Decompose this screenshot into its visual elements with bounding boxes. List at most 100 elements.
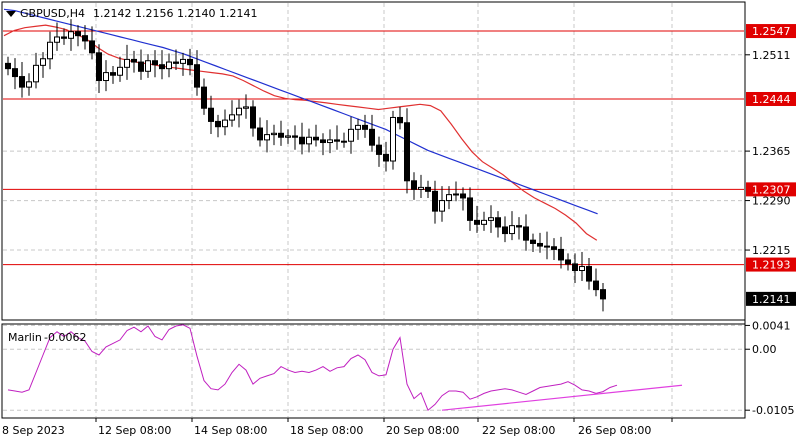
candle-body[interactable] <box>278 132 284 138</box>
marlin-line <box>7 324 618 412</box>
candle-body[interactable] <box>467 197 473 221</box>
candle-body[interactable] <box>383 153 389 162</box>
candle-body[interactable] <box>551 246 557 250</box>
candle-body[interactable] <box>439 200 445 212</box>
candles[interactable] <box>5 19 606 312</box>
candle-body[interactable] <box>432 190 438 212</box>
candle-body[interactable] <box>138 61 144 72</box>
candle-body[interactable] <box>600 289 606 300</box>
candle-body[interactable] <box>292 135 298 138</box>
candle-body[interactable] <box>474 219 480 225</box>
indicator-panel[interactable] <box>1 323 746 419</box>
candle-body[interactable] <box>131 58 137 63</box>
candle-body[interactable] <box>222 119 228 128</box>
symbol-label: GBPUSD,H4 <box>20 7 85 20</box>
dropdown-triangle-icon[interactable] <box>6 11 16 17</box>
candle-body[interactable] <box>558 248 564 261</box>
candle-body[interactable] <box>96 52 102 82</box>
candle-body[interactable] <box>418 186 424 190</box>
candle-body[interactable] <box>390 116 396 162</box>
candle-body[interactable] <box>12 68 18 78</box>
candle-body[interactable] <box>355 124 361 130</box>
candle-body[interactable] <box>516 225 522 228</box>
candle-body[interactable] <box>215 120 221 128</box>
candle-body[interactable] <box>117 66 123 76</box>
candle-body[interactable] <box>236 107 242 116</box>
candle-body[interactable] <box>495 217 501 228</box>
candle-body[interactable] <box>68 31 74 39</box>
candle-body[interactable] <box>376 144 382 155</box>
candle-body[interactable] <box>453 193 459 196</box>
time-tick-label: 22 Sep 08:00 <box>482 424 555 437</box>
candle-body[interactable] <box>502 226 508 235</box>
candle-body[interactable] <box>285 135 291 138</box>
ohlc-readout: 1.2142 1.2156 1.2140 1.2141 <box>93 7 257 20</box>
candle-body[interactable] <box>313 136 319 141</box>
candle-body[interactable] <box>47 41 53 60</box>
candle-body[interactable] <box>187 58 193 66</box>
candle-body[interactable] <box>299 136 305 145</box>
candle-body[interactable] <box>54 36 60 43</box>
candle-body[interactable] <box>425 186 431 192</box>
candle-body[interactable] <box>397 116 403 124</box>
candle-body[interactable] <box>243 106 249 109</box>
candle-body[interactable] <box>229 114 235 121</box>
candle-body[interactable] <box>411 180 417 190</box>
price-panel[interactable] <box>1 1 746 321</box>
candle-body[interactable] <box>145 60 151 72</box>
candle-body[interactable] <box>362 124 368 130</box>
candle-body[interactable] <box>334 139 340 142</box>
candle-body[interactable] <box>586 266 592 282</box>
candle-body[interactable] <box>124 58 130 68</box>
candle-body[interactable] <box>537 242 543 247</box>
candle-body[interactable] <box>593 280 599 291</box>
candle-body[interactable] <box>61 36 67 39</box>
level-label-bg <box>746 91 796 106</box>
candle-body[interactable] <box>523 226 529 241</box>
candle-body[interactable] <box>509 225 515 235</box>
candle-body[interactable] <box>89 40 95 54</box>
candle-body[interactable] <box>271 132 277 136</box>
candle-body[interactable] <box>544 245 550 248</box>
candle-body[interactable] <box>446 194 452 202</box>
candle-body[interactable] <box>579 266 585 272</box>
candle-body[interactable] <box>320 139 326 144</box>
candle-body[interactable] <box>348 128 354 142</box>
candle-body[interactable] <box>166 61 172 70</box>
candle-body[interactable] <box>75 31 81 37</box>
candle-body[interactable] <box>306 136 312 145</box>
level-lines[interactable]: 1.2547 1.2444 1.2307 1.2193 <box>3 24 796 272</box>
candle-body[interactable] <box>159 64 165 70</box>
candle-body[interactable] <box>264 134 270 141</box>
price-tick-label: 1.2365 <box>752 145 791 158</box>
candle-body[interactable] <box>194 64 200 88</box>
candle-body[interactable] <box>369 128 375 146</box>
candle-body[interactable] <box>33 64 39 83</box>
candle-body[interactable] <box>173 61 179 64</box>
candle-body[interactable] <box>103 72 109 82</box>
candle-body[interactable] <box>250 106 256 129</box>
candle-body[interactable] <box>82 35 88 42</box>
time-tick-label: 26 Sep 08:00 <box>578 424 651 437</box>
candle-body[interactable] <box>327 139 333 144</box>
candle-body[interactable] <box>5 62 11 70</box>
candle-body[interactable] <box>257 127 263 141</box>
candle-body[interactable] <box>19 76 25 88</box>
candle-body[interactable] <box>152 60 158 66</box>
candle-body[interactable] <box>180 58 186 64</box>
candle-body[interactable] <box>460 193 466 199</box>
candle-body[interactable] <box>208 107 214 122</box>
candle-body[interactable] <box>481 219 487 225</box>
candle-body[interactable] <box>488 217 494 221</box>
candle-body[interactable] <box>530 239 536 244</box>
candle-body[interactable] <box>565 259 571 265</box>
price-tick-label: 1.2290 <box>752 195 791 208</box>
candle-body[interactable] <box>40 58 46 66</box>
candle-body[interactable] <box>110 72 116 76</box>
candle-body[interactable] <box>201 86 207 109</box>
candle-body[interactable] <box>341 140 347 143</box>
candle-body[interactable] <box>26 81 32 88</box>
candle-body[interactable] <box>572 263 578 272</box>
candle-body[interactable] <box>404 122 410 182</box>
